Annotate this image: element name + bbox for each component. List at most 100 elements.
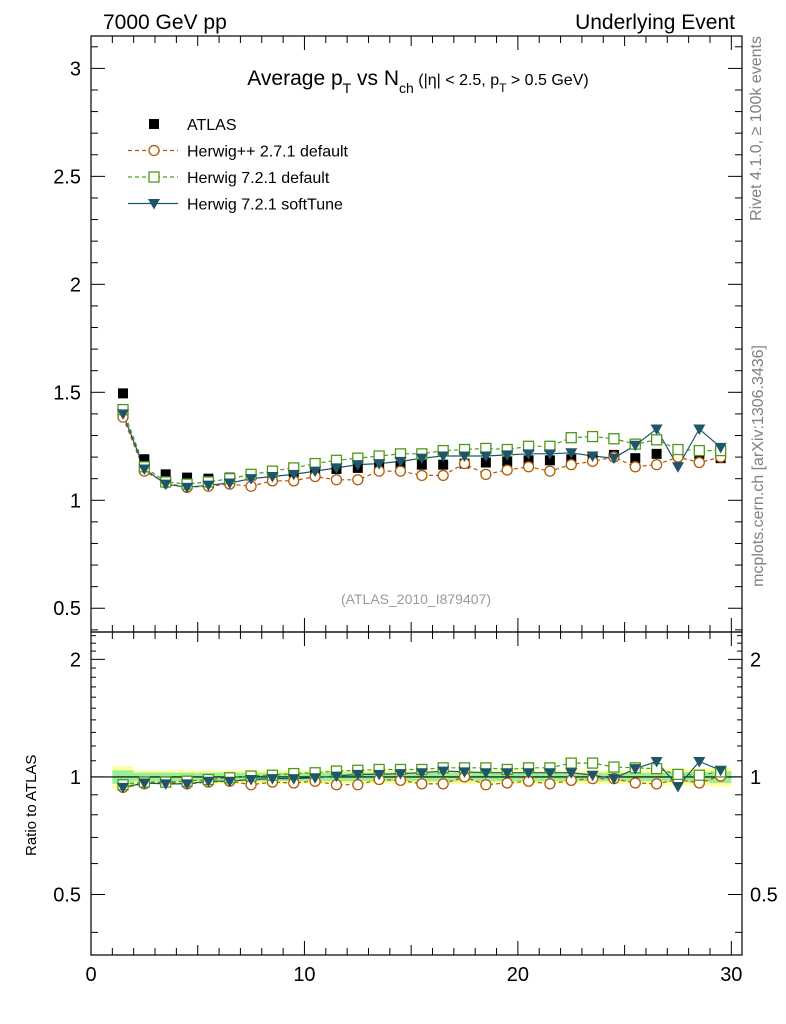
ratio-point-s0-24 [629, 777, 641, 789]
data-point-s0-3 [182, 472, 193, 483]
y-tick-label-main: 3 [70, 58, 81, 80]
energy-label: 7000 GeV pp [103, 11, 227, 34]
ratio-point-s2-7 [266, 774, 279, 785]
ratio-point-s2-14 [415, 768, 428, 779]
data-point-s1-15 [437, 469, 449, 482]
data-point-s3-26 [671, 462, 684, 473]
x-tick-label: 30 [720, 964, 742, 986]
data-point-s2-25 [650, 434, 663, 446]
data-point-s3-24 [629, 440, 642, 452]
ratio-point-s2-22 [586, 770, 599, 782]
ratio-point-s2-11 [351, 769, 364, 781]
ratio-point-s2-17 [479, 768, 492, 779]
data-point-s3-16 [458, 451, 471, 463]
y-tick-label-ratio: 1 [70, 767, 81, 789]
x-tick-label: 10 [293, 964, 315, 986]
main-panel: 0.511.522.53 Average pT vs Nch (|η| < 2.… [53, 35, 743, 633]
data-point-s1-20 [544, 465, 556, 477]
data-point-s3-6 [245, 474, 258, 485]
ratio-point-s1-23 [608, 761, 620, 773]
legend-label-2: Herwig 7.2.1 default [187, 170, 330, 187]
data-point-s2-22 [586, 430, 599, 443]
legend: ATLAS Herwig++ 2.7.1 default Herwig 7.2.1 … [128, 117, 349, 214]
data-point-s1-11 [352, 474, 364, 486]
data-point-s1-25 [650, 458, 663, 471]
data-point-s2-27 [693, 444, 705, 457]
data-point-s3-13 [394, 456, 407, 468]
data-point-s3-20 [543, 449, 556, 460]
y-tick-label-main: 2 [70, 274, 81, 296]
data-point-s3-9 [309, 466, 322, 478]
ratio-point-s2-0 [117, 782, 130, 794]
ratio-point-s2-19 [522, 768, 535, 779]
ratio-point-s1-21 [565, 757, 577, 769]
legend-label-3: Herwig 7.2.1 softTune [187, 197, 343, 214]
data-point-s3-7 [266, 472, 279, 483]
ratio-point-s2-6 [245, 774, 258, 786]
y-tick-label-main: 0.5 [53, 598, 81, 620]
data-point-s3-3 [181, 482, 194, 494]
data-point-s1-10 [330, 474, 343, 486]
data-point-s3-5 [223, 478, 236, 489]
ratio-point-s2-24 [629, 764, 642, 775]
data-point-s3-4 [202, 480, 215, 492]
legend-marker-3 [148, 199, 160, 210]
x-tick-label: 20 [507, 964, 529, 986]
data-point-s0-25 [651, 448, 662, 459]
data-point-s3-17 [479, 451, 492, 463]
data-point-s3-11 [351, 460, 364, 471]
y-tick-label-ratio-right: 2 [750, 649, 761, 671]
data-point-s3-27 [693, 424, 706, 436]
data-point-s3-10 [330, 463, 343, 474]
ratio-point-s0-20 [544, 778, 556, 790]
data-point-s3-23 [607, 453, 620, 465]
ratio-point-s2-12 [373, 769, 386, 781]
data-point-s3-12 [373, 459, 386, 470]
y-tick-label-ratio: 2 [70, 649, 81, 671]
ratio-point-s2-9 [309, 773, 322, 784]
ratio-point-s2-4 [202, 776, 215, 788]
data-point-s0-18 [502, 456, 513, 467]
y-tick-label-main: 2.5 [53, 166, 81, 188]
data-point-s3-15 [437, 451, 450, 463]
ratio-point-s0-14 [416, 778, 428, 790]
data-point-s3-19 [522, 449, 535, 460]
data-point-s0-20 [544, 455, 555, 466]
x-tick-label: 0 [85, 964, 96, 986]
ratio-point-s2-21 [565, 768, 578, 779]
ratio-line-1 [122, 762, 721, 786]
ratio-point-s1-27 [693, 769, 705, 781]
data-point-s0-1 [139, 454, 150, 465]
ratio-point-s0-15 [437, 778, 449, 790]
data-point-s0-0 [118, 388, 129, 399]
data-point-s3-21 [565, 448, 578, 459]
ratio-point-s2-2 [159, 779, 172, 790]
ratio-point-s2-28 [714, 765, 727, 777]
ratio-point-s2-1 [138, 778, 151, 789]
ratio-point-s0-18 [501, 777, 513, 789]
ratio-point-s2-3 [181, 779, 194, 790]
data-point-s3-1 [138, 464, 151, 475]
title-sub-2: ch [399, 80, 414, 96]
data-point-s0-2 [160, 469, 171, 480]
ratio-point-s2-15 [437, 766, 450, 778]
ratio-point-s2-25 [650, 757, 663, 768]
main-title: Average pT vs Nch (|η| < 2.5, pT > 0.5 G… [247, 67, 588, 96]
title-sub-3: T [499, 81, 507, 95]
data-point-s0-17 [480, 457, 491, 468]
data-point-s3-8 [287, 469, 300, 481]
data-point-s0-19 [523, 455, 534, 466]
y-tick-label-ratio: 0.5 [53, 885, 81, 907]
data-point-s1-18 [501, 464, 513, 476]
title-part-3: (|η| < 2.5, p [414, 72, 499, 89]
ratio-point-s2-10 [330, 771, 343, 783]
ratio-point-s2-8 [287, 774, 300, 785]
data-point-s3-14 [415, 453, 428, 465]
data-point-s0-15 [438, 459, 449, 470]
y-tick-label-ratio-right: 1 [750, 767, 761, 789]
data-point-s2-21 [565, 432, 577, 444]
data-point-s3-18 [501, 450, 514, 461]
ratio-point-s1-26 [672, 768, 684, 781]
ratio-point-s2-13 [394, 769, 407, 780]
